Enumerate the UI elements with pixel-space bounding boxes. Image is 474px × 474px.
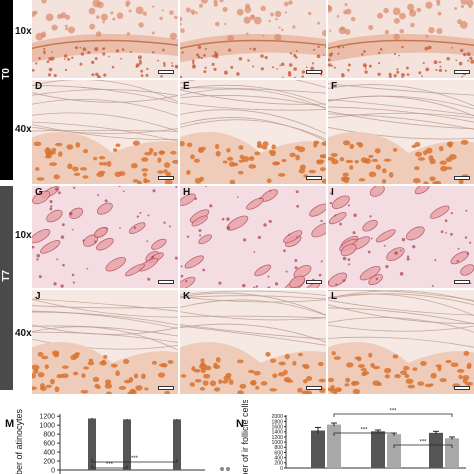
y-tick-label: 2000 — [271, 414, 283, 420]
scale-bar — [454, 70, 470, 74]
chart-m: 0 200 400 600 800 1000 1200 ber of atinocytes **… — [14, 408, 230, 474]
t7-strip — [0, 186, 13, 390]
micrograph-image — [328, 290, 474, 394]
significance-bracket — [91, 459, 178, 463]
scale-bar — [454, 176, 470, 180]
micrograph-panel: G — [32, 186, 178, 288]
micrograph-panel: I — [328, 186, 474, 288]
t7-label: T7 — [1, 270, 12, 282]
y-tick-label: 200 — [274, 461, 283, 467]
micrograph-panel: F — [328, 80, 474, 184]
scale-bar — [158, 70, 174, 74]
micrograph-panel — [180, 0, 326, 78]
micrograph-panel: D — [32, 80, 178, 184]
bar — [429, 432, 443, 468]
scale-bar — [306, 386, 322, 390]
micrograph-panel — [32, 0, 178, 78]
legend-mark — [226, 467, 230, 471]
scale-bar — [306, 280, 322, 284]
significance-bracket — [333, 413, 453, 417]
mag-label-row3: 10x — [15, 230, 32, 241]
micrograph-panel: L — [328, 290, 474, 394]
micrograph-image — [32, 290, 178, 394]
micrograph-image — [328, 80, 474, 184]
significance-label: *** — [360, 428, 368, 434]
y-tick-label: 600 — [274, 450, 283, 456]
panel-letter: L — [331, 291, 338, 302]
y-tick-label: 0 — [51, 468, 55, 474]
t0-label: T0 — [1, 68, 12, 80]
bar — [387, 434, 401, 468]
scale-bar — [306, 70, 322, 74]
panel-letter: I — [331, 187, 334, 198]
significance-label: *** — [131, 456, 139, 462]
chart-m-letter: M — [5, 418, 15, 430]
bar — [123, 419, 131, 470]
y-tick-label: 1600 — [271, 424, 283, 430]
panel-letter: G — [35, 187, 43, 198]
panel-letter: F — [331, 81, 338, 92]
scale-bar — [158, 386, 174, 390]
micrograph-image — [180, 0, 326, 78]
micrograph-panel: H — [180, 186, 326, 288]
significance-label: *** — [389, 409, 397, 415]
significance-bracket — [393, 444, 453, 448]
significance-label: *** — [419, 440, 427, 446]
y-tick-label: 1000 — [271, 440, 283, 446]
y-tick-label: 1400 — [271, 430, 283, 436]
micrograph-image — [32, 186, 178, 288]
significance-bracket — [333, 432, 395, 436]
bar — [327, 424, 341, 468]
y-tick-label: 1200 — [271, 435, 283, 441]
bar — [311, 430, 325, 468]
scale-bar — [158, 176, 174, 180]
micrograph-image — [180, 290, 326, 394]
bar — [371, 431, 385, 468]
y-tick-label: 1000 — [39, 423, 55, 430]
micrograph-panel: J — [32, 290, 178, 394]
y-axis-label: mber of ir follicle cells — [240, 400, 250, 474]
mag-label-row1: 10x — [15, 26, 32, 37]
y-tick-label: 1200 — [39, 414, 55, 421]
y-tick-label: 0 — [280, 466, 283, 472]
micrograph-image — [32, 80, 178, 184]
y-tick-label: 400 — [274, 455, 283, 461]
y-tick-label: 800 — [43, 432, 55, 439]
micrograph-image — [180, 80, 326, 184]
significance-label: *** — [106, 462, 114, 468]
significance-bracket — [91, 465, 128, 469]
micrograph-panel: K — [180, 290, 326, 394]
scale-bar — [454, 386, 470, 390]
scale-bar — [454, 280, 470, 284]
y-tick-label: 800 — [274, 445, 283, 451]
scale-bar — [306, 176, 322, 180]
bar — [445, 438, 459, 468]
y-axis-label: ber of atinocytes — [14, 408, 24, 474]
micrograph-image — [32, 0, 178, 78]
t0-strip — [0, 0, 13, 180]
y-tick-label: 200 — [43, 459, 55, 466]
bar — [88, 418, 96, 470]
y-tick-label: 400 — [43, 450, 55, 457]
legend-mark — [220, 467, 224, 471]
micrograph-panel — [328, 0, 474, 78]
panel-letter: K — [183, 291, 191, 302]
mag-label-row4: 40x — [15, 328, 32, 339]
panel-letter: E — [183, 81, 190, 92]
panel-letter: H — [183, 187, 191, 198]
mag-label-row2: 40x — [15, 124, 32, 135]
micrograph-panel: E — [180, 80, 326, 184]
y-tick-label: 600 — [43, 441, 55, 448]
scale-bar — [158, 280, 174, 284]
panel-letter: D — [35, 81, 43, 92]
micrograph-image — [180, 186, 326, 288]
panel-letter: J — [35, 291, 41, 302]
micrograph-image — [328, 186, 474, 288]
chart-n-letter: N — [236, 418, 244, 430]
micrograph-image — [328, 0, 474, 78]
y-tick-label: 1800 — [271, 419, 283, 425]
bar — [173, 419, 181, 470]
